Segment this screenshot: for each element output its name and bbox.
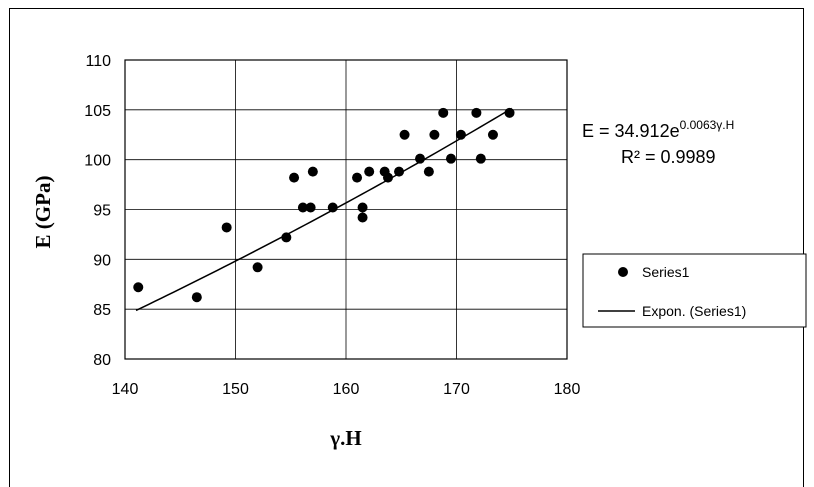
gridlines bbox=[124, 59, 568, 360]
chart-frame bbox=[9, 8, 804, 487]
y-tick-label: 110 bbox=[85, 53, 111, 70]
data-point bbox=[252, 262, 263, 273]
data-point bbox=[305, 202, 316, 213]
data-point bbox=[191, 292, 202, 303]
series1-points bbox=[133, 107, 515, 303]
trendline bbox=[135, 107, 513, 312]
legend-marker-series1 bbox=[618, 267, 628, 277]
legend-label-trendline: Expon. (Series1) bbox=[642, 303, 746, 319]
y-tick-label: 100 bbox=[84, 153, 111, 170]
data-point bbox=[471, 107, 482, 118]
x-tick-label: 170 bbox=[443, 381, 470, 398]
data-point bbox=[357, 212, 368, 223]
data-point bbox=[357, 202, 368, 213]
data-point bbox=[394, 166, 405, 177]
y-axis-ticks: 80 85 90 95 100 105 110 bbox=[84, 53, 111, 369]
x-axis-title: γ.H bbox=[329, 426, 361, 450]
data-point bbox=[429, 129, 440, 140]
data-point bbox=[475, 153, 486, 164]
y-tick-label: 95 bbox=[93, 203, 111, 220]
data-point bbox=[455, 129, 466, 140]
data-point bbox=[281, 232, 292, 243]
data-point bbox=[423, 166, 434, 177]
data-point bbox=[445, 153, 456, 164]
equation-exponent: 0.0063γ.H bbox=[680, 118, 735, 132]
data-point bbox=[307, 166, 318, 177]
data-point bbox=[221, 222, 232, 233]
y-tick-label: 85 bbox=[93, 302, 111, 319]
data-point bbox=[504, 107, 515, 118]
x-tick-label: 140 bbox=[112, 381, 139, 398]
data-point bbox=[289, 172, 300, 183]
data-point bbox=[297, 202, 308, 213]
data-point bbox=[487, 129, 498, 140]
equation-base: E = 34.912e bbox=[582, 121, 680, 141]
data-point bbox=[133, 282, 144, 293]
trendline-equation: E = 34.912e0.0063γ.H bbox=[582, 118, 734, 141]
data-point bbox=[382, 172, 393, 183]
data-point bbox=[438, 107, 449, 118]
y-tick-label: 80 bbox=[93, 352, 111, 369]
legend-box bbox=[582, 253, 807, 328]
data-point bbox=[327, 202, 338, 213]
y-tick-label: 90 bbox=[93, 252, 111, 269]
x-tick-label: 180 bbox=[554, 381, 581, 398]
y-axis-title: E (GPa) bbox=[31, 176, 55, 249]
r-squared-label: R² = 0.9989 bbox=[621, 147, 716, 167]
legend-label-series1: Series1 bbox=[642, 264, 690, 280]
y-tick-label: 105 bbox=[84, 103, 111, 120]
x-axis-ticks: 140 150 160 170 180 bbox=[112, 381, 581, 398]
data-point bbox=[415, 153, 426, 164]
x-tick-label: 150 bbox=[222, 381, 249, 398]
data-point bbox=[399, 129, 410, 140]
data-point bbox=[352, 172, 363, 183]
legend: Series1 Expon. (Series1) bbox=[582, 253, 807, 328]
x-tick-label: 160 bbox=[333, 381, 360, 398]
data-point bbox=[364, 166, 375, 177]
